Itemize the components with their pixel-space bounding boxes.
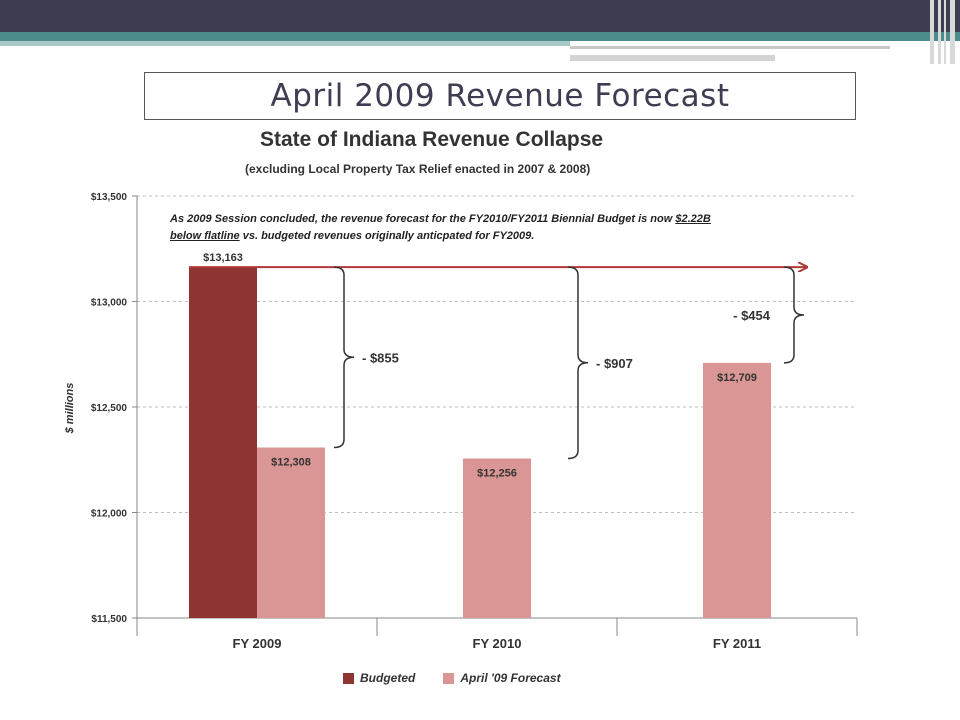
header-bar	[0, 0, 960, 32]
x-category-label: FY 2010	[473, 636, 522, 651]
gap-label: - $907	[596, 356, 633, 371]
slide-title-box: April 2009 Revenue Forecast	[144, 72, 856, 120]
bar-forecast	[257, 447, 325, 618]
y-axis-title: $ millions	[64, 383, 76, 435]
gap-label: - $454	[733, 308, 771, 323]
chart-title: State of Indiana Revenue Collapse	[260, 128, 604, 151]
chart-subtitle: (excluding Local Property Tax Relief ena…	[245, 162, 591, 176]
gap-label: - $855	[362, 350, 399, 365]
legend-label-budgeted: Budgeted	[360, 671, 416, 685]
header-accent-light-bar	[0, 41, 570, 46]
annotation-emphasis-flatline: below flatline	[170, 230, 240, 242]
y-tick-label: $13,500	[91, 192, 128, 203]
legend-item-forecast: April '09 Forecast	[443, 671, 561, 685]
header-grey-bar	[570, 55, 775, 61]
gap-brace	[783, 266, 805, 364]
y-tick-label: $11,500	[91, 614, 127, 625]
bar-forecast	[463, 458, 531, 618]
data-label-forecast: $12,256	[477, 467, 517, 479]
y-tick-label: $12,000	[91, 509, 128, 520]
legend-swatch-budgeted	[343, 672, 354, 684]
gap-brace	[333, 266, 355, 449]
bar-forecast	[703, 362, 771, 618]
header-vertical-stripe	[938, 0, 941, 64]
y-tick-label: $13,000	[91, 298, 128, 309]
legend-item-budgeted: Budgeted	[343, 671, 415, 685]
header-vertical-stripe	[944, 0, 946, 64]
data-label-forecast: $12,308	[271, 457, 311, 469]
chart-legend: Budgeted April '09 Forecast	[343, 671, 589, 685]
header-vertical-stripe	[930, 0, 934, 64]
x-category-label: FY 2011	[713, 636, 761, 651]
bar-budgeted	[189, 267, 257, 618]
data-label-budgeted: $13,163	[203, 252, 243, 264]
gap-brace	[567, 266, 589, 460]
annotation-emphasis-amount: $2.22B	[675, 213, 711, 225]
legend-swatch-forecast	[443, 672, 455, 684]
legend-label-forecast: April '09 Forecast	[460, 671, 561, 685]
header-vertical-stripe	[950, 0, 955, 64]
annotation-text-2: vs. budgeted revenues originally anticpa…	[239, 230, 535, 242]
header-accent-bar	[0, 32, 960, 41]
chart-annotation: As 2009 Session concluded, the revenue f…	[170, 211, 810, 245]
x-category-label: FY 2009	[233, 636, 282, 651]
annotation-text-1: As 2009 Session concluded, the revenue f…	[170, 213, 676, 225]
header-grey-line	[570, 46, 890, 49]
y-tick-label: $12,500	[91, 403, 128, 414]
slide-title: April 2009 Revenue Forecast	[270, 78, 730, 114]
data-label-forecast: $12,709	[717, 372, 757, 384]
